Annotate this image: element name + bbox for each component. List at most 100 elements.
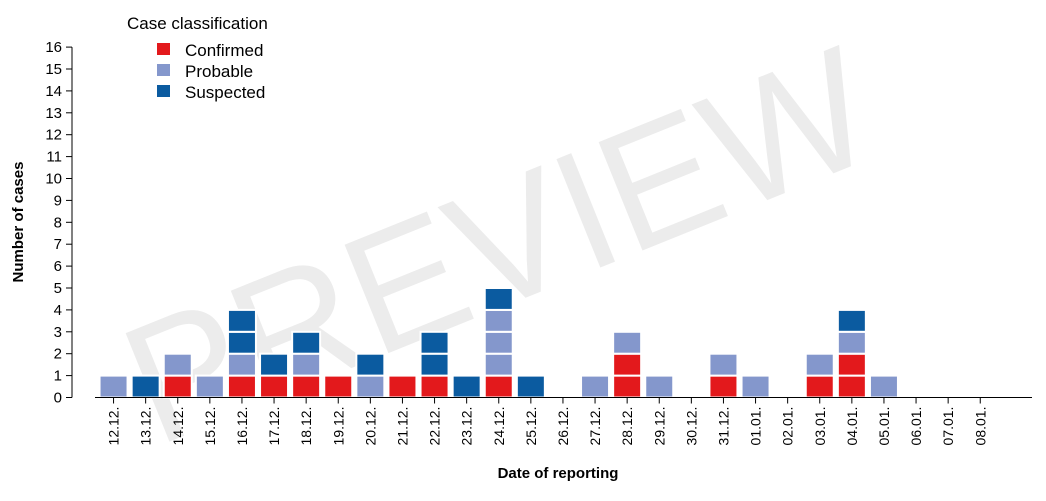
y-tick-label-9: 9 [54, 192, 62, 209]
legend-label-probable: Probable [185, 62, 253, 81]
x-tick-label-08.01.: 08.01. [972, 407, 988, 446]
bar-confirmed-19.12. [323, 374, 354, 399]
x-axis-label: Date of reporting [498, 465, 619, 482]
bar-confirmed-16.12. [226, 374, 257, 399]
y-tick-label-15: 15 [45, 61, 62, 78]
y-tick-label-13: 13 [45, 105, 62, 122]
bar-confirmed-14.12. [162, 374, 193, 399]
bar-probable-27.12. [580, 374, 611, 399]
bar-suspected-18.12. [291, 330, 322, 355]
legend-swatch-probable [157, 64, 170, 76]
bar-probable-24.12. [483, 352, 514, 377]
bar-probable-24.12. [483, 308, 514, 333]
bar-confirmed-28.12. [612, 352, 643, 377]
x-tick-label-20.12.: 20.12. [362, 407, 378, 446]
y-tick-label-10: 10 [45, 171, 62, 188]
bar-confirmed-21.12. [387, 374, 418, 399]
x-tick-label-22.12.: 22.12. [427, 407, 443, 446]
legend-label-suspected: Suspected [185, 83, 265, 102]
x-tick-label-06.01.: 06.01. [908, 407, 924, 446]
x-tick-label-27.12.: 27.12. [587, 407, 603, 446]
x-tick-label-23.12.: 23.12. [459, 407, 475, 446]
bar-probable-24.12. [483, 330, 514, 355]
y-tick-label-2: 2 [54, 346, 62, 363]
bar-confirmed-31.12. [708, 374, 739, 399]
legend-swatch-suspected [157, 85, 170, 97]
x-tick-label-01.01.: 01.01. [748, 407, 764, 446]
bar-probable-05.01. [868, 374, 899, 399]
bar-probable-16.12. [226, 352, 257, 377]
x-tick-label-30.12.: 30.12. [683, 407, 699, 446]
x-tick-label-12.12.: 12.12. [106, 407, 122, 446]
x-tick-label-21.12.: 21.12. [394, 407, 410, 446]
x-tick-label-16.12.: 16.12. [234, 407, 250, 446]
bar-confirmed-22.12. [419, 374, 450, 399]
y-tick-label-6: 6 [54, 258, 62, 275]
bar-suspected-04.01. [836, 308, 867, 333]
bar-suspected-24.12. [483, 287, 514, 311]
y-tick-label-7: 7 [54, 236, 62, 253]
x-tick-label-26.12.: 26.12. [555, 407, 571, 446]
bar-suspected-20.12. [355, 352, 386, 377]
y-tick-label-8: 8 [54, 214, 62, 231]
x-tick-label-07.01.: 07.01. [940, 407, 956, 446]
y-tick-label-3: 3 [54, 324, 62, 341]
bar-suspected-25.12. [515, 374, 546, 399]
bar-probable-04.01. [836, 330, 867, 355]
x-tick-label-24.12.: 24.12. [491, 407, 507, 446]
x-tick-label-19.12.: 19.12. [330, 407, 346, 446]
y-axis-label: Number of cases [10, 162, 27, 283]
bar-probable-01.01. [740, 374, 771, 399]
bar-probable-29.12. [644, 374, 675, 399]
y-tick-label-5: 5 [54, 280, 62, 297]
bar-suspected-13.12. [130, 374, 161, 399]
x-tick-label-05.01.: 05.01. [876, 407, 892, 446]
x-tick-label-29.12.: 29.12. [651, 407, 667, 446]
bar-suspected-16.12. [226, 308, 257, 333]
legend: Case classification Confirmed Probable Sus… [127, 14, 268, 102]
bar-probable-31.12. [708, 352, 739, 377]
x-tick-label-18.12.: 18.12. [298, 407, 314, 446]
bar-suspected-22.12. [419, 330, 450, 355]
bar-confirmed-17.12. [259, 374, 290, 399]
legend-label-confirmed: Confirmed [185, 41, 263, 60]
bar-probable-15.12. [194, 374, 225, 399]
y-tick-label-4: 4 [54, 302, 62, 319]
x-tick-label-13.12.: 13.12. [138, 407, 154, 446]
x-tick-label-25.12.: 25.12. [523, 407, 539, 446]
y-tick-label-1: 1 [54, 368, 62, 385]
bar-confirmed-03.01. [804, 374, 835, 399]
y-tick-label-11: 11 [46, 149, 62, 166]
x-tick-label-31.12.: 31.12. [715, 407, 731, 446]
x-tick-label-04.01.: 04.01. [844, 407, 860, 446]
bar-probable-20.12. [355, 374, 386, 399]
bar-suspected-23.12. [451, 374, 482, 399]
x-tick-label-03.01.: 03.01. [812, 407, 828, 446]
bar-suspected-17.12. [259, 352, 290, 377]
x-tick-label-15.12.: 15.12. [202, 407, 218, 446]
legend-title: Case classification [127, 14, 268, 33]
x-tick-label-14.12.: 14.12. [170, 407, 186, 446]
bar-confirmed-18.12. [291, 374, 322, 399]
legend-swatch-confirmed [157, 43, 170, 55]
bar-confirmed-28.12. [612, 374, 643, 399]
x-tick-label-28.12.: 28.12. [619, 407, 635, 446]
y-tick-label-12: 12 [45, 127, 62, 144]
bar-probable-12.12. [98, 374, 129, 399]
bar-confirmed-24.12. [483, 374, 514, 399]
x-tick-label-02.01.: 02.01. [780, 407, 796, 446]
y-tick-label-0: 0 [54, 390, 62, 407]
bar-confirmed-04.01. [836, 352, 867, 377]
y-tick-label-16: 16 [45, 39, 62, 56]
bar-suspected-22.12. [419, 352, 450, 377]
y-tick-label-14: 14 [45, 83, 62, 100]
x-tick-label-17.12.: 17.12. [266, 407, 282, 446]
bar-probable-18.12. [291, 352, 322, 377]
bar-confirmed-04.01. [836, 374, 867, 399]
bar-probable-03.01. [804, 352, 835, 377]
bars-group [98, 287, 899, 399]
bar-probable-14.12. [162, 352, 193, 377]
